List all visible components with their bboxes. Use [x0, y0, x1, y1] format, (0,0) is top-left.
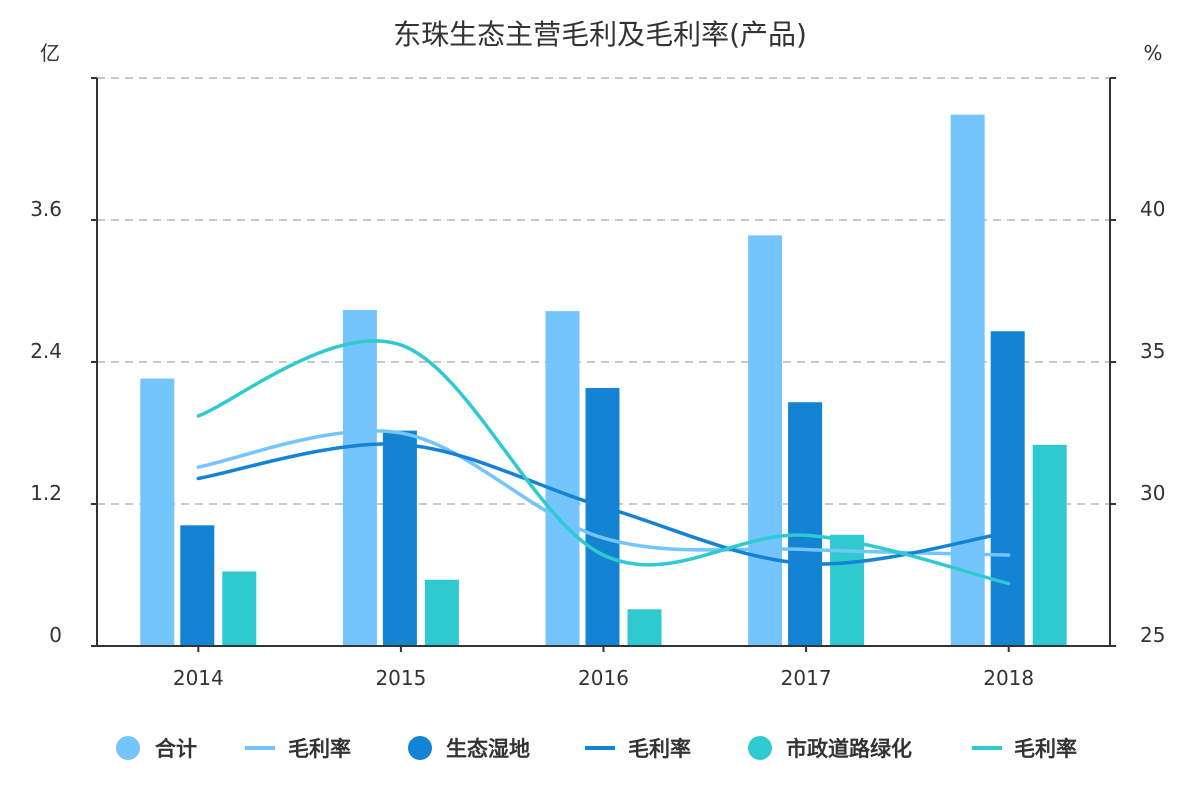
bar-市政道路绿化-2014	[222, 571, 257, 646]
legend: 合计 毛利率 生态湿地 毛利率 市政道路绿化 毛利率	[116, 736, 1077, 761]
y-right-tick-label: 30	[1140, 481, 1165, 505]
x-tick-label: 2015	[375, 666, 426, 690]
legend-label: 毛利率	[1014, 737, 1077, 761]
legend-label: 毛利率	[288, 737, 351, 761]
bar-生态湿地-2017	[788, 402, 823, 646]
bar-市政道路绿化-2015	[424, 579, 459, 646]
legend-item-2[interactable]: 生态湿地	[408, 736, 530, 761]
bars	[140, 114, 1067, 646]
y-left-tick-label: 2.4	[30, 339, 62, 363]
legend-circle-icon	[116, 736, 140, 760]
bar-市政道路绿化-2017	[830, 534, 865, 646]
x-tick-label: 2017	[781, 666, 832, 690]
y-left-tick-label: 1.2	[30, 481, 62, 505]
legend-item-4[interactable]: 市政道路绿化	[748, 736, 912, 761]
bar-市政道路绿化-2018	[1032, 444, 1067, 646]
legend-item-5[interactable]: 毛利率	[972, 737, 1077, 761]
legend-circle-icon	[408, 736, 432, 760]
bar-合计-2014	[140, 378, 175, 646]
bar-生态湿地-2014	[180, 525, 215, 646]
bar-生态湿地-2018	[990, 331, 1025, 646]
legend-item-1[interactable]: 毛利率	[245, 737, 351, 761]
y-left-unit-label: 亿	[40, 41, 60, 65]
bar-合计-2017	[748, 235, 783, 646]
y-left-tick-label: 3.6	[30, 197, 62, 221]
bar-合计-2016	[545, 311, 580, 646]
x-tick-label: 2016	[578, 666, 629, 690]
legend-label: 合计	[155, 737, 197, 761]
lines	[196, 339, 1011, 586]
y-right-tick-label: 25	[1140, 623, 1165, 647]
line-series-5	[196, 339, 1011, 586]
line-series-1	[196, 429, 1011, 557]
bar-合计-2018	[950, 114, 985, 646]
bar-市政道路绿化-2016	[627, 609, 662, 646]
bar-合计-2015	[342, 309, 377, 646]
legend-label: 毛利率	[628, 737, 691, 761]
y-left-tick-label: 0	[49, 623, 62, 647]
y-right-tick-label: 40	[1140, 197, 1165, 221]
y-right-tick-label: 35	[1140, 339, 1165, 363]
y-right-unit-label: %	[1143, 41, 1162, 65]
legend-item-3[interactable]: 毛利率	[585, 737, 691, 761]
axes: 0 1.2 2.4 3.6 25 30 35 40 2014 2015 2016 2017 2018	[30, 77, 1165, 690]
legend-circle-icon	[748, 736, 772, 760]
chart-title: 东珠生态主营毛利及毛利率(产品)	[393, 18, 807, 51]
x-tick-label: 2018	[983, 666, 1034, 690]
x-tick-label: 2014	[173, 666, 224, 690]
legend-label: 生态湿地	[446, 737, 530, 761]
bar-生态湿地-2015	[382, 430, 417, 646]
legend-label: 市政道路绿化	[786, 737, 912, 761]
legend-item-0[interactable]: 合计	[116, 736, 197, 761]
bar-生态湿地-2016	[585, 388, 620, 646]
